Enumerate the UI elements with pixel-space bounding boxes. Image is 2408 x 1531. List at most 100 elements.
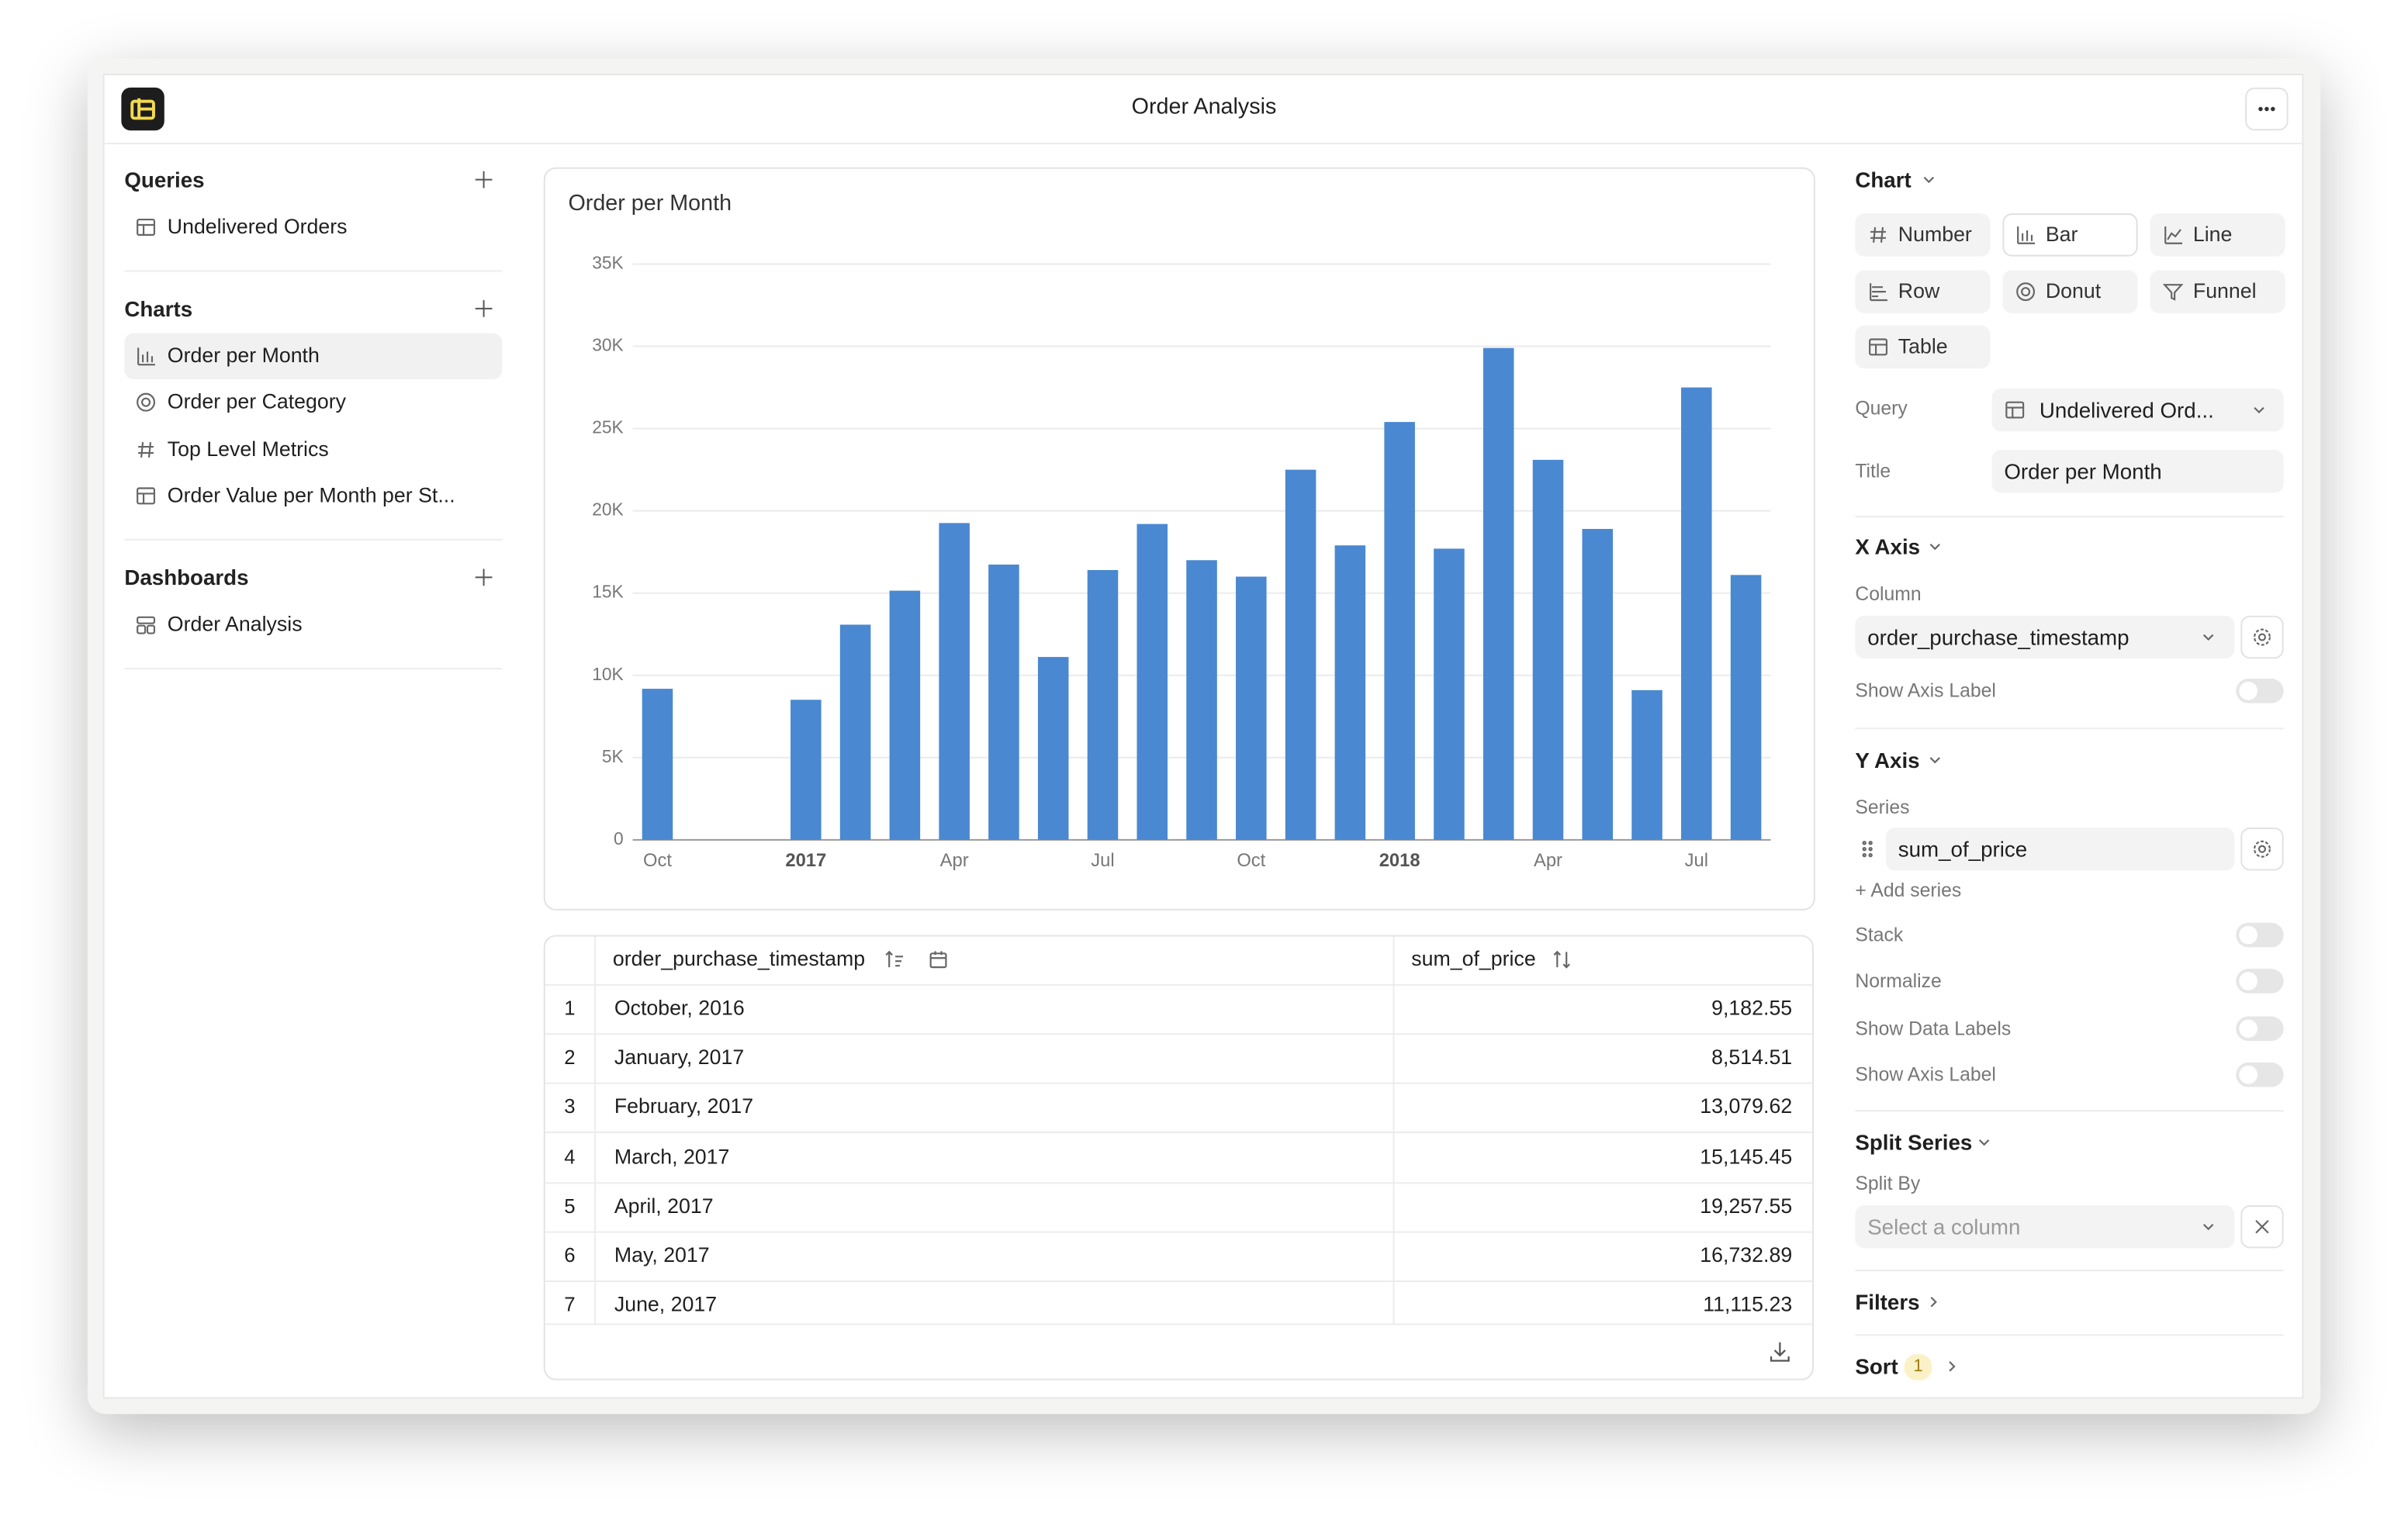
cell: 15,145.45 bbox=[1700, 1144, 1793, 1168]
field-label: Split By bbox=[1855, 1173, 1921, 1195]
query-select[interactable] bbox=[1991, 388, 2284, 432]
x-tick-label: 2018 bbox=[1379, 850, 1420, 871]
bar bbox=[1334, 545, 1366, 840]
row-border bbox=[545, 1231, 1812, 1233]
row-number: 4 bbox=[564, 1144, 576, 1168]
column-select[interactable] bbox=[1855, 615, 2235, 659]
x-tick-label: Apr bbox=[940, 850, 969, 871]
toggle[interactable] bbox=[2236, 922, 2284, 948]
section-heading: Filters bbox=[1855, 1289, 1920, 1315]
series-input[interactable] bbox=[1885, 828, 2235, 871]
row-border bbox=[545, 1082, 1812, 1084]
item-label: Undelivered Orders bbox=[167, 215, 348, 238]
title-input[interactable] bbox=[1991, 450, 2284, 493]
cell: October, 2016 bbox=[614, 996, 745, 1020]
cell: 19,257.55 bbox=[1700, 1194, 1793, 1218]
cell: June, 2017 bbox=[614, 1293, 718, 1316]
divider bbox=[1855, 1110, 2284, 1112]
chart-type-button[interactable] bbox=[1855, 325, 1991, 369]
chart-type-button[interactable] bbox=[2002, 269, 2138, 313]
bar bbox=[889, 590, 921, 840]
bar bbox=[1483, 347, 1514, 840]
chart-type-button[interactable] bbox=[2150, 269, 2285, 313]
clear-button[interactable] bbox=[2240, 1204, 2284, 1249]
add-series-button[interactable]: + Add series bbox=[1855, 880, 1962, 902]
settings-button[interactable] bbox=[2240, 828, 2284, 871]
chevron bbox=[1924, 749, 1946, 771]
x-tick-label: Jul bbox=[1091, 850, 1114, 871]
window-title: Order Analysis bbox=[1131, 95, 1277, 120]
toggle[interactable] bbox=[2236, 969, 2284, 994]
toggle-label: Normalize bbox=[1855, 970, 1942, 993]
more-menu[interactable] bbox=[2245, 87, 2289, 131]
item-icon bbox=[135, 438, 157, 460]
table-footer-border bbox=[545, 1323, 1812, 1325]
cell: May, 2017 bbox=[614, 1243, 710, 1267]
toggle[interactable] bbox=[2236, 1062, 2284, 1087]
toggle[interactable] bbox=[2236, 678, 2284, 703]
chevron bbox=[1924, 536, 1946, 558]
toggle-knob bbox=[2239, 1018, 2258, 1038]
bar bbox=[939, 523, 970, 840]
chart-type-label: Line bbox=[2192, 223, 2233, 246]
row-number: 3 bbox=[564, 1095, 576, 1118]
toggle-label: Show Data Labels bbox=[1855, 1017, 2012, 1039]
toggle-knob bbox=[2239, 925, 2258, 945]
toggle-knob bbox=[2239, 1065, 2258, 1084]
chevron bbox=[2248, 399, 2270, 421]
add-button[interactable] bbox=[473, 169, 495, 191]
column-value: order_purchase_timestamp bbox=[1867, 624, 2129, 650]
cell: 16,732.89 bbox=[1700, 1243, 1793, 1267]
query-icon bbox=[2004, 399, 2026, 421]
chart-type-button[interactable] bbox=[1855, 213, 1991, 257]
chart-type-button[interactable] bbox=[2002, 213, 2138, 257]
row-number: 5 bbox=[564, 1194, 576, 1218]
bar bbox=[642, 689, 673, 840]
settings-button[interactable] bbox=[2240, 615, 2284, 659]
y-tick-label: 15K bbox=[592, 582, 623, 602]
date-format-icon bbox=[928, 949, 950, 970]
section-heading: X Axis bbox=[1855, 534, 1921, 559]
item-icon bbox=[135, 614, 157, 636]
app-logo[interactable] bbox=[121, 87, 164, 131]
y-tick-label: 35K bbox=[592, 253, 623, 273]
cell: 8,514.51 bbox=[1711, 1045, 1793, 1070]
toggle[interactable] bbox=[2236, 1015, 2284, 1041]
header-border bbox=[102, 143, 2304, 145]
add-button[interactable] bbox=[473, 298, 495, 320]
cell: February, 2017 bbox=[614, 1095, 754, 1118]
panel-heading: Chart bbox=[1855, 167, 1912, 192]
download-button[interactable] bbox=[1768, 1339, 1793, 1363]
chart-card: 0 5K 10K 15K 20K 25K 30K 35K Oct 2017 Apr Jul Oct 201… bbox=[543, 167, 1815, 911]
bar bbox=[1285, 469, 1316, 840]
chart-type-label: Table bbox=[1898, 334, 1948, 358]
section-title: Queries bbox=[124, 167, 205, 192]
section-title: Dashboards bbox=[124, 565, 249, 590]
title-value: Order per Month bbox=[2004, 458, 2162, 484]
item-label: Top Level Metrics bbox=[167, 437, 329, 461]
chart-type-label: Number bbox=[1898, 223, 1972, 246]
query-value: Undelivered Ord... bbox=[2039, 397, 2214, 423]
section-heading: Sort bbox=[1855, 1354, 1898, 1379]
section-divider bbox=[124, 270, 503, 272]
x-tick-label: Jul bbox=[1685, 850, 1708, 871]
x-tick-label: 2017 bbox=[785, 850, 826, 871]
add-button[interactable] bbox=[473, 566, 495, 588]
toggle-knob bbox=[2239, 972, 2258, 991]
x-tick-label: Apr bbox=[1534, 850, 1562, 871]
chart-type-icon bbox=[1867, 224, 1889, 246]
bar bbox=[1434, 548, 1465, 840]
split-select[interactable] bbox=[1855, 1204, 2235, 1249]
sort-count-badge: 1 bbox=[1904, 1354, 1932, 1381]
y-tick-label: 30K bbox=[592, 335, 623, 355]
series-value: sum_of_price bbox=[1898, 836, 2028, 862]
chevron bbox=[2198, 627, 2219, 648]
item-icon bbox=[135, 392, 157, 413]
toggle-knob bbox=[2239, 681, 2258, 700]
item-icon bbox=[135, 216, 157, 238]
item-label: Order Analysis bbox=[167, 612, 303, 636]
chart-type-icon bbox=[2015, 280, 2036, 302]
row-border bbox=[545, 1181, 1812, 1184]
drag-handle bbox=[1856, 838, 1878, 860]
col-divider bbox=[594, 936, 597, 1324]
